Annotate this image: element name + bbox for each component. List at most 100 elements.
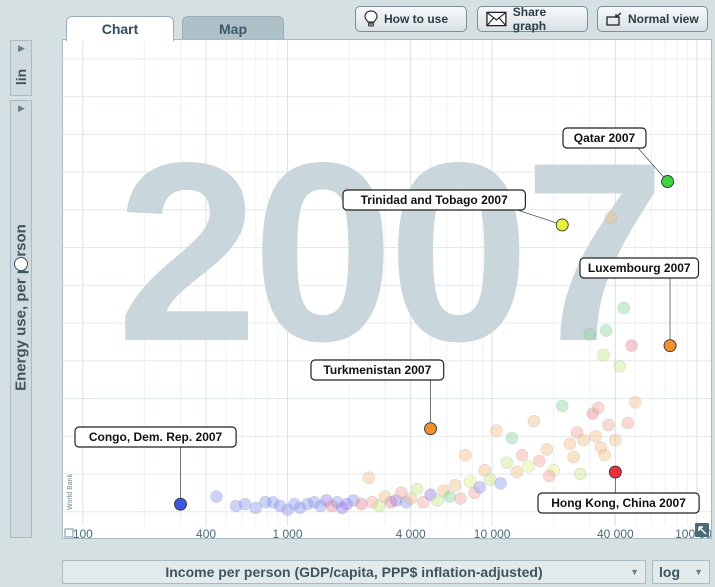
data-point[interactable] — [431, 494, 444, 507]
data-point[interactable] — [589, 429, 602, 443]
data-point[interactable] — [259, 495, 272, 509]
data-point[interactable] — [314, 499, 327, 513]
data-point[interactable] — [542, 469, 556, 483]
data-point[interactable] — [521, 460, 535, 473]
data-point[interactable] — [249, 501, 263, 515]
highlighted-point[interactable] — [424, 422, 437, 436]
x-indicator-selector[interactable]: Income per person (GDP/capita, PPP$ infl… — [62, 560, 646, 584]
data-point[interactable] — [609, 433, 622, 447]
data-point[interactable] — [307, 495, 321, 509]
data-point[interactable] — [454, 492, 467, 505]
data-point[interactable] — [591, 401, 605, 415]
data-point[interactable] — [547, 463, 561, 477]
data-point[interactable] — [288, 497, 301, 511]
data-point[interactable] — [555, 399, 569, 413]
data-point[interactable] — [229, 499, 243, 513]
data-point[interactable] — [597, 348, 610, 362]
data-point[interactable] — [266, 495, 280, 509]
data-point[interactable] — [494, 477, 507, 490]
callout-box[interactable] — [537, 492, 700, 514]
callout-box[interactable] — [579, 257, 700, 279]
data-point[interactable] — [604, 211, 618, 224]
normal-view-button[interactable]: Normal view — [597, 6, 708, 32]
highlighted-point[interactable] — [661, 175, 675, 188]
tab-chart[interactable]: Chart — [66, 16, 174, 41]
data-point[interactable] — [570, 426, 584, 439]
data-point[interactable] — [424, 488, 437, 502]
data-point[interactable] — [463, 475, 477, 488]
data-point[interactable] — [437, 484, 451, 498]
data-point[interactable] — [540, 443, 554, 456]
data-point[interactable] — [473, 480, 487, 494]
data-point[interactable] — [500, 456, 514, 469]
data-point[interactable] — [628, 395, 642, 409]
data-point[interactable] — [577, 433, 590, 447]
data-point[interactable] — [293, 501, 307, 515]
data-point[interactable] — [325, 499, 339, 513]
data-point[interactable] — [515, 448, 529, 462]
data-point[interactable] — [362, 471, 376, 485]
data-point[interactable] — [459, 448, 472, 462]
data-point[interactable] — [384, 495, 398, 509]
highlighted-point[interactable] — [555, 218, 569, 232]
data-point[interactable] — [583, 328, 597, 341]
data-point[interactable] — [301, 497, 314, 511]
data-point[interactable] — [598, 448, 612, 462]
data-point[interactable] — [478, 463, 492, 477]
y-scale-selector[interactable]: ▶ lin — [10, 40, 32, 96]
y-indicator-selector[interactable]: ▶ Energy use, per person — [10, 100, 32, 538]
data-point[interactable] — [448, 478, 462, 492]
data-point[interactable] — [389, 494, 403, 507]
data-point[interactable] — [366, 495, 379, 509]
data-point[interactable] — [399, 495, 413, 509]
data-point[interactable] — [340, 497, 354, 511]
data-point[interactable] — [355, 497, 368, 511]
data-point[interactable] — [443, 490, 456, 503]
how-to-use-button[interactable]: How to use — [355, 6, 467, 32]
callout-box[interactable] — [74, 426, 237, 448]
data-point[interactable] — [330, 495, 344, 509]
data-point[interactable] — [625, 339, 638, 352]
data-point[interactable] — [395, 486, 408, 500]
highlighted-point[interactable] — [663, 339, 677, 353]
data-point[interactable] — [378, 490, 392, 503]
callout-box[interactable] — [342, 189, 526, 211]
data-point[interactable] — [613, 360, 626, 373]
data-point[interactable] — [210, 490, 223, 503]
data-point[interactable] — [586, 407, 600, 420]
data-point[interactable] — [574, 467, 587, 481]
share-graph-button[interactable]: Share graph — [477, 5, 588, 33]
data-point[interactable] — [410, 482, 424, 496]
data-point[interactable] — [621, 416, 635, 430]
data-point[interactable] — [238, 497, 252, 511]
data-point[interactable] — [527, 414, 541, 428]
data-point[interactable] — [273, 499, 287, 513]
data-point[interactable] — [404, 492, 418, 505]
data-point[interactable] — [567, 450, 580, 464]
data-point[interactable] — [505, 431, 519, 445]
data-point[interactable] — [372, 499, 386, 513]
data-point[interactable] — [468, 486, 481, 500]
callout-box[interactable] — [562, 127, 647, 149]
data-point[interactable] — [416, 495, 430, 509]
data-point[interactable] — [510, 465, 524, 479]
data-point[interactable] — [335, 501, 349, 515]
data-point[interactable] — [563, 437, 577, 451]
data-point[interactable] — [599, 324, 613, 337]
x-scale-selector[interactable]: log ▼ — [652, 560, 710, 584]
tab-map[interactable]: Map — [182, 16, 284, 40]
data-point[interactable] — [594, 441, 608, 454]
data-point[interactable] — [347, 494, 360, 507]
data-point[interactable] — [602, 418, 615, 432]
table-icon[interactable] — [64, 528, 74, 538]
data-point[interactable] — [533, 454, 546, 468]
data-point[interactable] — [617, 301, 631, 315]
data-point[interactable] — [490, 424, 503, 437]
highlighted-point[interactable] — [174, 497, 187, 511]
data-point[interactable] — [281, 503, 294, 517]
data-point[interactable] — [320, 494, 333, 507]
callout-box[interactable] — [310, 359, 445, 381]
data-point[interactable] — [484, 473, 497, 486]
